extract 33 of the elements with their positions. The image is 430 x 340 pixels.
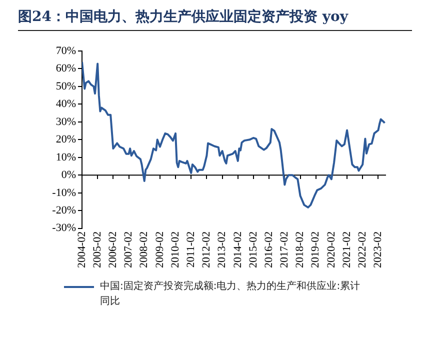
chart-title: 图24：中国电力、热力生产供应业固定资产投资 yoy (18, 8, 412, 31)
x-tick-label: 2004-02 (76, 231, 88, 268)
y-tick-label: 60% (56, 62, 76, 75)
y-tick-label: 50% (56, 80, 76, 92)
x-tick-label: 2013-02 (216, 231, 228, 268)
y-tick-label: 30% (56, 116, 76, 128)
x-tick-label: 2018-02 (294, 231, 306, 268)
x-tick-label: 2009-02 (154, 231, 166, 268)
y-tick-label: -10% (52, 186, 76, 199)
y-tick-label: 40% (56, 98, 76, 110)
y-tick-label: 70% (56, 44, 76, 57)
x-tick-label: 2006-02 (107, 231, 120, 268)
x-tick-label: 2019-02 (310, 231, 322, 268)
x-tick-label: 2023-02 (372, 231, 384, 268)
x-tick-label: 2005-02 (91, 231, 104, 268)
x-tick-label: 2016-02 (262, 231, 275, 268)
x-tick-label: 2015-02 (247, 231, 260, 268)
y-tick-label: 20% (56, 134, 76, 146)
y-tick-label: 10% (56, 151, 76, 164)
x-tick-label: 2021-02 (340, 231, 353, 268)
x-tick-label: 2017-02 (278, 231, 291, 268)
x-tick-label: 2022-02 (356, 231, 369, 268)
x-tick-label: 2020-02 (325, 231, 338, 268)
legend-label: 中国:固定资产投资完成额:电力、热力的生产和供应业:累计同比 (100, 280, 362, 309)
x-tick-label: 2008-02 (138, 231, 150, 268)
x-tick-label: 2007-02 (122, 231, 135, 268)
x-tick-label: 2014-02 (232, 231, 244, 268)
x-tick-label: 2011-02 (185, 231, 198, 268)
y-tick-label: 0% (61, 169, 76, 182)
x-tick-label: 2010-02 (169, 231, 182, 268)
y-tick-label: -30% (52, 222, 76, 234)
x-tick-label: 2012-02 (200, 231, 213, 268)
y-tick-label: -20% (52, 204, 76, 216)
